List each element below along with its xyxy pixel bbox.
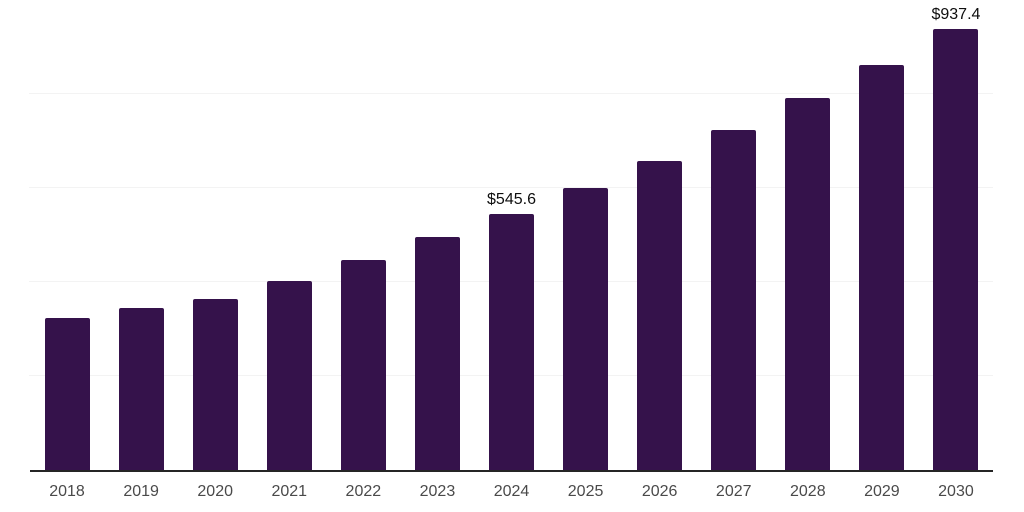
bar-2030	[933, 29, 979, 470]
x-tick-2030: 2030	[938, 483, 974, 500]
x-tick-2019: 2019	[123, 483, 159, 500]
x-tick-2018: 2018	[49, 483, 85, 500]
bar-2021	[266, 280, 312, 470]
x-tick-2026: 2026	[641, 483, 678, 500]
x-tick-2025: 2025	[567, 483, 604, 500]
data-label-2024: $545.6	[487, 190, 536, 208]
bar-2019	[118, 308, 164, 470]
bar-2023	[414, 237, 460, 470]
bar-2029	[859, 65, 905, 470]
x-axis-line	[30, 470, 993, 472]
bar-2022	[340, 259, 386, 470]
bar-2018	[44, 317, 90, 470]
plot-area: $545.6 $937.4	[29, 0, 993, 472]
x-tick-2024: 2024	[493, 483, 530, 500]
data-label-2030: $937.4	[931, 6, 981, 24]
gridline-800	[29, 93, 993, 94]
x-tick-2028: 2028	[790, 483, 826, 500]
x-tick-2029: 2029	[864, 483, 900, 500]
x-tick-2022: 2022	[345, 483, 382, 500]
gridline-600	[29, 187, 993, 188]
x-tick-2027: 2027	[715, 483, 752, 500]
bar-2026	[637, 161, 683, 470]
x-tick-2021: 2021	[271, 483, 308, 500]
x-tick-2023: 2023	[419, 483, 456, 500]
x-tick-2020: 2020	[197, 483, 233, 500]
x-axis-labels: 2018 2019 2020 2021 2022 2023 2024 2025 2026 2027…	[30, 472, 993, 512]
bar-2020	[192, 299, 238, 470]
bar-2024	[489, 213, 534, 470]
bar-2028	[785, 97, 831, 470]
bar-2025	[563, 187, 609, 470]
bar-2027	[711, 129, 757, 470]
